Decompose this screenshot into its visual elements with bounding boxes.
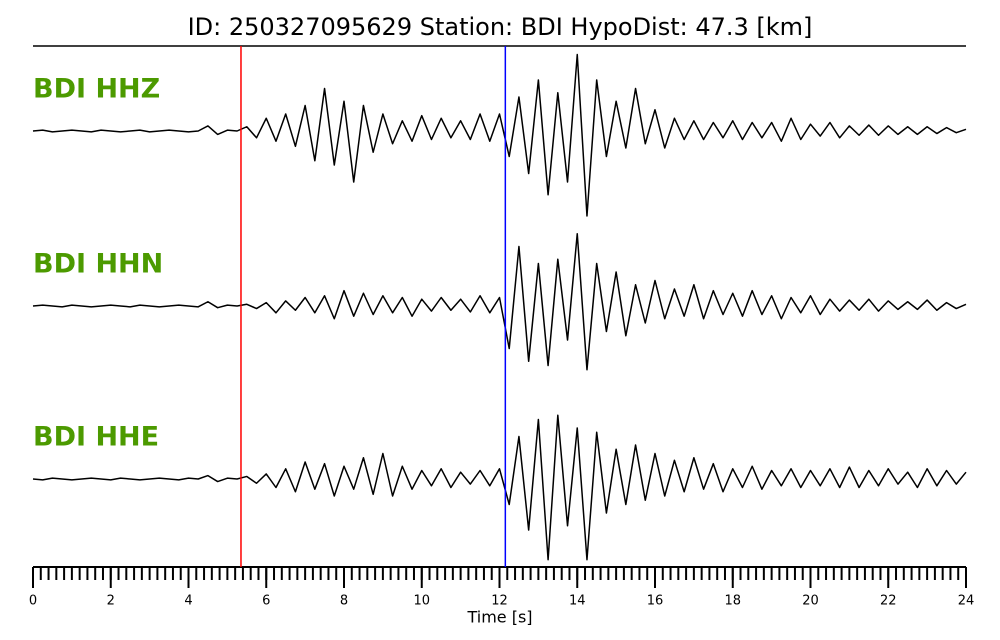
waveform (32, 53, 967, 217)
x-tick-label: 24 (958, 594, 975, 609)
x-tick-label: 16 (647, 594, 664, 609)
x-tick-label: 10 (413, 594, 430, 609)
x-tick-label: 22 (880, 594, 897, 609)
x-tick-label: 14 (569, 594, 586, 609)
trace-label: BDI HHN (33, 249, 163, 280)
x-tick-label: 12 (491, 594, 508, 609)
x-tick-label: 8 (340, 594, 348, 609)
x-axis-label: Time [s] (466, 608, 532, 627)
x-tick-label: 4 (184, 594, 192, 609)
x-tick-label: 18 (724, 594, 741, 609)
waveform (32, 414, 967, 561)
x-tick-label: 20 (802, 594, 819, 609)
x-tick-label: 6 (262, 594, 270, 609)
x-tick-label: 0 (29, 594, 37, 609)
x-tick-label: 2 (107, 594, 115, 609)
trace-label: BDI HHE (33, 422, 159, 453)
trace-label: BDI HHZ (33, 74, 160, 105)
waveform (32, 233, 967, 371)
chart-title: ID: 250327095629 Station: BDI HypoDist: … (188, 13, 813, 41)
